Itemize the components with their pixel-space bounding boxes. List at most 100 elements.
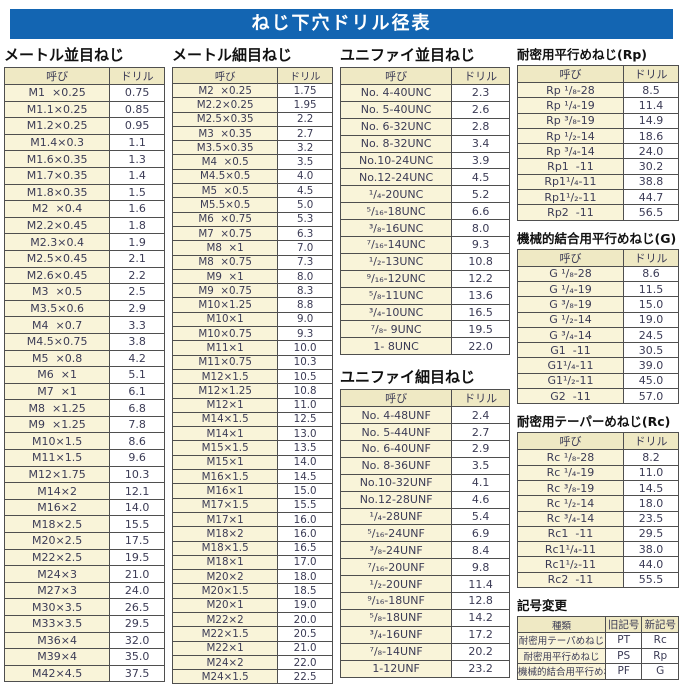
table-row: No. 4-40UNC 2.3: [339, 84, 510, 102]
table-row: M8 ×0.75 7.3: [171, 254, 333, 270]
table-row: ⁵/₈-11UNC 13.6: [339, 286, 510, 305]
table-cell: 11.0: [622, 464, 680, 481]
table-body: Rc ¹/₈-28 8.2 Rc ¹/₄-19 11.0 Rc ³/₈-19 14.5 Rc…: [517, 449, 680, 589]
table-cell: M14×1: [171, 426, 279, 442]
table-cell: M11×1: [171, 340, 279, 356]
column-header-drill: ドリル: [622, 248, 680, 267]
table-body: M1 ×0.25 0.75 M1.1×0.25 0.85 M1.2×0.25 0.95 M1…: [3, 84, 165, 683]
column-header-drill: ドリル: [109, 67, 165, 85]
table-row: ⁹/₁₆-12UNC 12.2: [339, 269, 510, 288]
table-cell: M1.7×0.35: [3, 166, 111, 185]
column-header-old-symbol: 旧記号: [604, 616, 643, 634]
table-cell: M6 ×1: [3, 366, 111, 384]
table-row: ¹/₄-20UNC 5.2: [339, 185, 510, 204]
table-cell: ¹/₂-13UNC: [339, 252, 453, 271]
table-row: G2 -11 57.0: [517, 388, 680, 405]
table-cell: M16×1: [171, 483, 279, 499]
table-row: G ¹/₄-19 11.5: [517, 280, 680, 298]
table-row: M11×1.5 9.6: [3, 449, 165, 467]
table-cell: ³/₄-10UNC: [339, 303, 453, 322]
table-row: M16×2 14.0: [3, 498, 165, 517]
table-cell: ⁷/₈- 9UNC: [339, 320, 453, 339]
column-header-name: 呼び: [517, 432, 624, 451]
table-row: Rc1¹/₄-11 38.0: [517, 541, 680, 558]
table-cell: G1¹/₄-11: [517, 357, 624, 374]
table-row: M4 ×0.7 3.3: [3, 316, 165, 334]
table-row: M4.5×0.75 3.8: [3, 332, 165, 351]
table-cell: M7 ×0.75: [171, 225, 279, 242]
header-row: 種類 旧記号 新記号: [517, 616, 679, 634]
table-row: M6 ×0.75 5.3: [171, 211, 333, 227]
table-row: M4 ×0.5 3.5: [171, 154, 333, 170]
table-row: M39×4 35.0: [3, 648, 165, 666]
table-row: ⁵/₈-18UNF 14.2: [339, 608, 510, 627]
unified-coarse-table: 呼び ドリル No. 4-40UNC 2.3 No. 5-40UNC 2.6 No. 6…: [339, 67, 510, 356]
table-row: Rc ³/₈-19 14.5: [517, 479, 680, 497]
table-row: M17×1 16.0: [171, 511, 333, 528]
table-cell: 18.0: [622, 495, 680, 512]
table-cell: 9.0: [277, 311, 333, 328]
table-cell: 44.0: [622, 556, 680, 573]
table-row: M8 ×1 7.0: [171, 240, 333, 256]
table-cell: M22×1: [171, 640, 279, 656]
table-body: G ¹/₈-28 8.6 G ¹/₄-19 11.5 G ³/₈-19 15.0 G ¹/₂…: [517, 265, 680, 405]
table-row: M15×1 14.0: [171, 454, 333, 471]
section-title-unified-coarse: ユニファイ並目ねじ: [340, 46, 476, 64]
table-cell: M12×1: [171, 397, 279, 413]
table-row: M7 ×1 6.1: [3, 382, 165, 401]
table-cell: 8.6: [622, 265, 680, 282]
table-cell: No. 6-32UNC: [339, 117, 453, 136]
table-row: M20×2.5 17.5: [3, 532, 165, 550]
column-header-drill: ドリル: [451, 67, 510, 85]
table-row: M12×1 11.0: [171, 397, 333, 413]
header-row: 呼び ドリル: [3, 67, 165, 85]
table-row: M10×1.25 8.8: [171, 297, 333, 313]
symbol-change-section: 記号変更 種類 旧記号 新記号 耐密用テーパめねじ PT Rc 耐密用平行めねじ PS R…: [517, 595, 679, 680]
table-cell: G1¹/₂-11: [517, 372, 624, 390]
table-cell: 13.0: [277, 426, 333, 442]
table-row: ¹/₂-20UNF 11.4: [339, 575, 510, 594]
table-row: M2.3×0.4 1.9: [3, 233, 165, 251]
table-cell: ⁵/₈-18UNF: [339, 608, 453, 627]
table-cell: 5.1: [109, 366, 165, 384]
table-cell: 12.2: [451, 269, 510, 288]
table-cell: M4.5×0.75: [3, 332, 111, 351]
table-row: ³/₈-24UNF 8.4: [339, 541, 510, 560]
symbol-change-table: 種類 旧記号 新記号 耐密用テーパめねじ PT Rc 耐密用平行めねじ PS Rp 機械的結…: [517, 616, 679, 680]
table-row: M2.5×0.35 2.2: [171, 111, 333, 127]
column-header-name: 呼び: [171, 67, 279, 84]
table-cell: M20×1: [171, 597, 279, 613]
table-cell: 15.0: [277, 483, 333, 499]
table-row: M30×3.5 26.5: [3, 598, 165, 616]
table-row: Rp ¹/₄-19 11.4: [517, 97, 680, 114]
table-row: M2.5×0.45 2.1: [3, 249, 165, 268]
table-cell: 19.5: [451, 320, 510, 339]
table-cell: 14.5: [622, 479, 680, 497]
table-cell: 4.5: [451, 168, 510, 187]
table-row: ¹/₂-13UNC 10.8: [339, 252, 510, 271]
table-cell: M5.5×0.5: [171, 197, 279, 213]
table-row: M22×2.5 19.5: [3, 548, 165, 567]
table-cell: Rp1¹/₂-11: [517, 189, 624, 206]
table-cell: 9.3: [451, 236, 510, 254]
table-row: M5.5×0.5 5.0: [171, 197, 333, 213]
table-row: Rc ¹/₂-14 18.0: [517, 495, 680, 512]
table-cell: 3.5: [451, 456, 510, 475]
table-head: 呼び ドリル: [339, 67, 510, 85]
table-cell: 12.1: [109, 482, 165, 500]
table-cell: M6 ×0.75: [171, 211, 279, 227]
table-cell: Rc ³/₈-19: [517, 479, 624, 497]
table-cell: Rc1 -11: [517, 525, 624, 543]
table-cell: 5.4: [451, 507, 510, 526]
table-cell: 6.3: [277, 225, 333, 242]
table-cell: M2.2×0.45: [3, 216, 111, 235]
table-cell: 30.5: [622, 342, 680, 359]
table-cell: M2.3×0.4: [3, 233, 111, 251]
table-cell: ⁵/₁₆-24UNF: [339, 524, 453, 543]
table-cell: 3.8: [109, 332, 165, 351]
table-cell: 24.0: [622, 143, 680, 160]
table-cell: M20×1.5: [171, 583, 279, 599]
metric-coarse-column: メートル並目ねじ 呼び ドリル M1 ×0.25 0.75 M1.1×0.25 0.8…: [3, 44, 165, 683]
table-body: M2 ×0.25 1.75 M2.2×0.25 1.95 M2.5×0.35 2.2 M3 …: [171, 82, 333, 684]
table-cell: No.12-24UNC: [339, 168, 453, 187]
